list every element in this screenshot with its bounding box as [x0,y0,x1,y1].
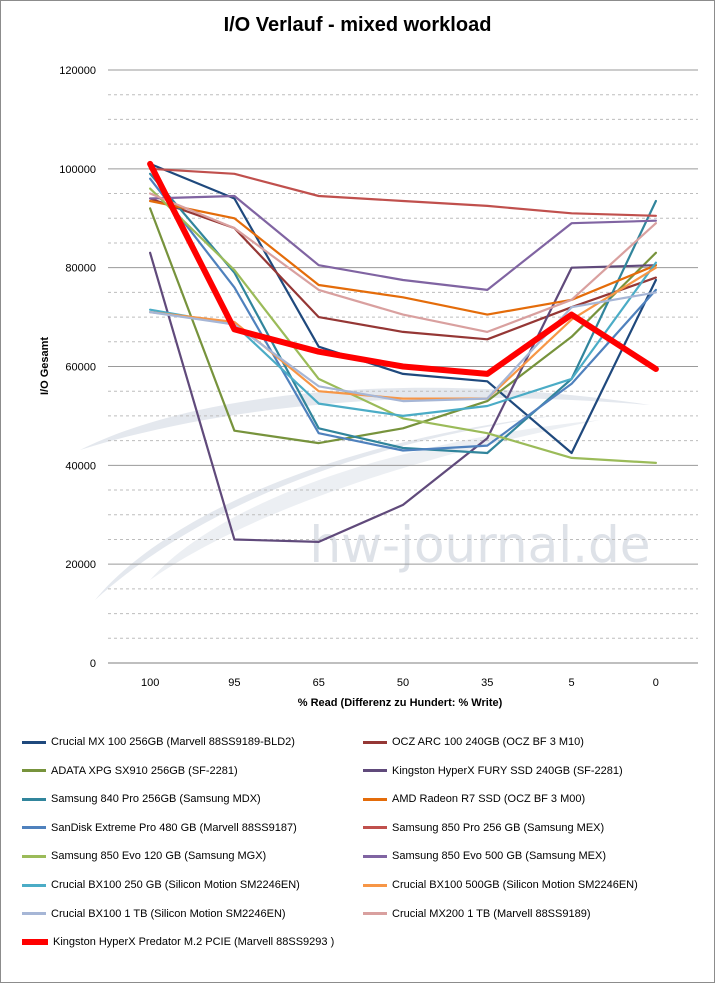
x-tick-label: 95 [228,677,240,689]
legend-swatch [22,826,46,830]
legend-label: Samsung 840 Pro 256GB (Samsung MDX) [51,793,261,806]
legend-item: Samsung 850 Evo 500 GB (Samsung MEX) [363,848,606,864]
legend-label: ADATA XPG SX910 256GB (SF-2281) [51,764,238,777]
legend-swatch [363,740,387,744]
legend-item: OCZ ARC 100 240GB (OCZ BF 3 M10) [363,734,584,750]
series-line-4 [149,251,658,544]
legend-swatch [363,826,387,830]
legend-item: Crucial MX 100 256GB (Marvell 88SS9189-B… [22,734,295,750]
legend-item: Samsung 850 Evo 120 GB (Samsung MGX) [22,848,266,864]
y-tick-label: 120000 [59,65,96,77]
legend-swatch [363,769,387,773]
legend-label: Crucial MX200 1 TB (Marvell 88SS9189) [392,907,591,920]
legend-swatch [22,883,46,887]
x-tick-label: 100 [141,677,159,689]
legend: Crucial MX 100 256GB (Marvell 88SS9189-B… [0,730,715,970]
legend-item: Crucial MX200 1 TB (Marvell 88SS9189) [363,906,591,922]
series-line-1 [149,162,658,455]
series-line-10 [149,194,658,291]
legend-label: Samsung 850 Pro 256 GB (Samsung MEX) [392,821,605,834]
legend-swatch [22,797,46,801]
series-line-14 [149,192,658,333]
x-tick-label: 35 [481,677,493,689]
series-line-15 [147,160,659,377]
x-tick-label: 0 [653,677,659,689]
legend-label: Kingston HyperX FURY SSD 240GB (SF-2281) [392,764,623,777]
legend-swatch [363,912,387,916]
x-tick-label: 65 [313,677,325,689]
legend-swatch [363,883,387,887]
legend-label: Samsung 850 Evo 500 GB (Samsung MEX) [392,850,606,863]
legend-label: Crucial BX100 500GB (Silicon Motion SM22… [392,879,638,891]
series-line-7 [149,177,658,452]
legend-item: ADATA XPG SX910 256GB (SF-2281) [22,763,238,779]
legend-label: AMD Radeon R7 SSD (OCZ BF 3 M00) [392,793,586,806]
legend-label: OCZ ARC 100 240GB (OCZ BF 3 M10) [392,736,584,748]
legend-item: Kingston HyperX Predator M.2 PCIE (Marve… [22,934,334,950]
legend-item: AMD Radeon R7 SSD (OCZ BF 3 M00) [363,791,585,807]
x-axis-title: % Read (Differenz zu Hundert: % Write) [298,697,503,709]
legend-item: Samsung 840 Pro 256GB (Samsung MDX) [22,791,261,807]
legend-label: Crucial BX100 1 TB (Silicon Motion SM224… [51,907,286,920]
y-axis-title: I/O Gesamt [39,337,51,395]
legend-label: Crucial MX 100 256GB (Marvell 88SS9189-B… [51,736,295,748]
y-tick-label: 60000 [65,362,96,374]
x-tick-label: 50 [397,677,409,689]
series-line-12 [149,266,658,400]
legend-item: Crucial BX100 250 GB (Silicon Motion SM2… [22,877,300,893]
legend-item: SanDisk Extreme Pro 480 GB (Marvell 88SS… [22,820,297,836]
series-line-9 [149,187,658,464]
legend-item: Crucial BX100 1 TB (Silicon Motion SM224… [22,906,286,922]
legend-label: Kingston HyperX Predator M.2 PCIE (Marve… [53,936,335,949]
y-tick-label: 20000 [65,559,96,571]
legend-swatch [22,939,48,946]
legend-item: Crucial BX100 500GB (Silicon Motion SM22… [363,877,638,893]
legend-swatch [22,854,46,858]
chart-title: I/O Verlauf - mixed workload [223,14,492,36]
legend-label: SanDisk Extreme Pro 480 GB (Marvell 88SS… [51,821,297,834]
legend-swatch [363,797,387,801]
legend-item: Samsung 850 Pro 256 GB (Samsung MEX) [363,820,604,836]
series-line-8 [149,167,658,217]
x-tick-label: 5 [569,677,575,689]
y-tick-label: 100000 [59,164,96,176]
legend-swatch [22,912,46,916]
legend-swatch [22,740,46,744]
y-tick-label: 0 [90,658,96,670]
y-tick-label: 80000 [65,263,96,275]
watermark: hw-journal.de [80,387,651,600]
legend-item: Kingston HyperX FURY SSD 240GB (SF-2281) [363,763,623,779]
legend-swatch [22,769,46,773]
y-tick-label: 40000 [65,460,96,472]
chart-plot: hw-journal.de 0 20000 40000 60000 80000 10000… [39,65,698,709]
legend-label: Crucial BX100 250 GB (Silicon Motion SM2… [51,879,300,891]
legend-label: Samsung 850 Evo 120 GB (Samsung MGX) [51,850,267,863]
series-line-3 [149,207,658,445]
legend-swatch [363,854,387,858]
